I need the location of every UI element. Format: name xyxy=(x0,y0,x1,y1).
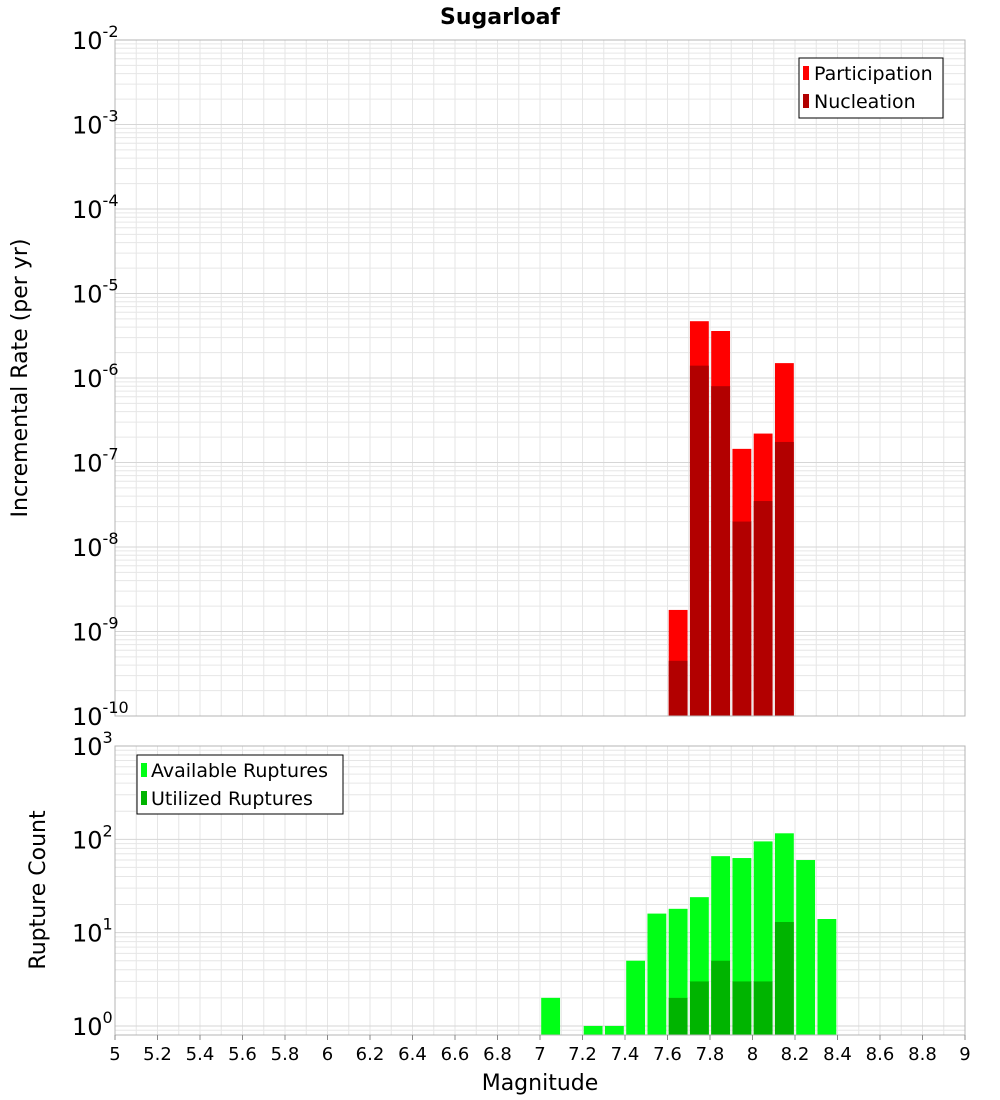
x-tick-label: 6.2 xyxy=(356,1044,385,1065)
bottom-y-tick-label: 102 xyxy=(72,821,113,854)
svg-text:10-2: 10-2 xyxy=(72,22,119,55)
legend-swatch-available xyxy=(141,763,147,777)
bottom-y-ticks: 100 101 102 103 xyxy=(72,728,113,1041)
top-y-tick-label: 10-5 xyxy=(72,276,119,309)
x-tick-label: 5.6 xyxy=(228,1044,257,1065)
available-ruptures-bar xyxy=(626,960,646,1035)
bottom-panel: 100 101 102 103 Rupture Count Available Rup… xyxy=(26,728,966,1041)
x-tick-label: 9 xyxy=(959,1044,970,1065)
top-y-tick-label: 10-9 xyxy=(72,614,119,647)
bottom-legend-box xyxy=(136,754,344,815)
legend-label-available: Available Ruptures xyxy=(151,760,328,782)
chart-title: Sugarloaf xyxy=(440,5,560,30)
top-legend: Participation Nucleation xyxy=(798,57,944,119)
x-tick-label: 7 xyxy=(534,1044,545,1065)
bottom-y-tick-label: 100 xyxy=(72,1008,113,1041)
legend-label-utilized: Utilized Ruptures xyxy=(151,788,313,810)
svg-text:10-6: 10-6 xyxy=(72,360,119,393)
x-tick-label: 8.8 xyxy=(908,1044,937,1065)
x-tick-label: 5 xyxy=(109,1044,120,1065)
top-y-axis-label: Incremental Rate (per yr) xyxy=(8,239,33,518)
bottom-legend: Available Ruptures Utilized Ruptures xyxy=(136,754,344,815)
svg-text:10-9: 10-9 xyxy=(72,614,119,647)
svg-text:10-3: 10-3 xyxy=(72,107,119,140)
top-y-tick-label: 10-7 xyxy=(72,445,119,478)
top-plot-frame xyxy=(114,39,966,717)
top-panel: 10-10 10-9 10-8 10-7 10-6 10-5 10-4 10-3 10-2 In… xyxy=(8,22,966,731)
svg-text:10-8: 10-8 xyxy=(72,529,119,562)
svg-text:100: 100 xyxy=(72,1008,113,1041)
bottom-bars xyxy=(541,833,837,1035)
available-ruptures-bar xyxy=(604,1025,624,1035)
nucleation-bar xyxy=(689,365,709,716)
available-ruptures-bar xyxy=(817,919,837,1035)
svg-text:10-7: 10-7 xyxy=(72,445,119,478)
top-y-ticks: 10-10 10-9 10-8 10-7 10-6 10-5 10-4 10-3 10-2 xyxy=(72,22,129,731)
svg-text:10-4: 10-4 xyxy=(72,191,119,224)
svg-text:101: 101 xyxy=(72,915,113,948)
available-ruptures-bar xyxy=(541,997,561,1035)
svg-text:102: 102 xyxy=(72,821,113,854)
top-y-tick-label: 10-2 xyxy=(72,22,119,55)
x-tick-label: 7.4 xyxy=(611,1044,640,1065)
x-tick-label: 8.4 xyxy=(823,1044,852,1065)
utilized-ruptures-bar xyxy=(774,922,794,1035)
top-y-tick-label: 10-8 xyxy=(72,529,119,562)
utilized-ruptures-bar xyxy=(689,981,709,1035)
legend-swatch-utilized xyxy=(141,791,147,805)
available-ruptures-bar xyxy=(647,913,667,1035)
top-y-tick-label: 10-6 xyxy=(72,360,119,393)
nucleation-bar xyxy=(668,660,688,716)
utilized-ruptures-bar xyxy=(668,997,688,1035)
bottom-y-tick-label: 103 xyxy=(72,728,113,761)
x-tick-label: 5.2 xyxy=(143,1044,172,1065)
top-y-tick-label: 10-10 xyxy=(72,698,129,731)
utilized-ruptures-bar xyxy=(753,981,773,1035)
x-tick-label: 7.6 xyxy=(653,1044,682,1065)
x-tick-label: 6.6 xyxy=(441,1044,470,1065)
x-tick-label: 5.8 xyxy=(271,1044,300,1065)
svg-text:103: 103 xyxy=(72,728,113,761)
x-tick-label: 5.4 xyxy=(186,1044,215,1065)
x-tick-label: 8 xyxy=(747,1044,758,1065)
legend-swatch-participation xyxy=(803,66,809,80)
x-tick-label: 7.2 xyxy=(568,1044,597,1065)
top-y-tick-label: 10-4 xyxy=(72,191,119,224)
legend-label-nucleation: Nucleation xyxy=(814,91,916,113)
bottom-y-axis-label: Rupture Count xyxy=(26,810,51,970)
nucleation-bar xyxy=(711,386,731,716)
svg-text:10-5: 10-5 xyxy=(72,276,119,309)
top-y-tick-label: 10-3 xyxy=(72,107,119,140)
utilized-ruptures-bar xyxy=(711,960,731,1035)
x-tick-label: 7.8 xyxy=(696,1044,725,1065)
x-tick-label: 6 xyxy=(322,1044,333,1065)
nucleation-bar xyxy=(774,441,794,716)
x-axis-label: Magnitude xyxy=(482,1071,599,1096)
legend-swatch-nucleation xyxy=(803,94,809,108)
x-tick-label: 6.4 xyxy=(398,1044,427,1065)
utilized-ruptures-bar xyxy=(732,981,752,1035)
available-ruptures-bar xyxy=(583,1025,603,1035)
legend-label-participation: Participation xyxy=(814,63,933,85)
x-tick-label: 8.6 xyxy=(866,1044,895,1065)
nucleation-bar xyxy=(753,501,773,716)
svg-text:10-10: 10-10 xyxy=(72,698,129,731)
x-tick-label: 8.2 xyxy=(781,1044,810,1065)
top-legend-box xyxy=(798,57,944,119)
available-ruptures-bar xyxy=(796,860,816,1035)
top-grid xyxy=(114,40,966,717)
nucleation-bar xyxy=(732,521,752,716)
x-axis-ticks: 5 5.2 5.4 5.6 5.8 6 6.2 6.4 6.6 6.8 7 7.2 7.4 7.6 7.8 8… xyxy=(109,1035,971,1065)
bottom-y-tick-label: 101 xyxy=(72,915,113,948)
top-bars xyxy=(668,321,794,716)
x-tick-label: 6.8 xyxy=(483,1044,512,1065)
